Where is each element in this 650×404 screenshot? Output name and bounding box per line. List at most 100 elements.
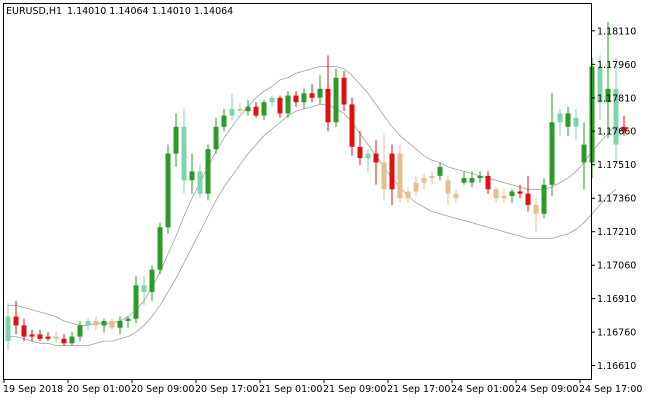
candle-body — [213, 126, 219, 150]
candle — [365, 149, 371, 172]
candle-body — [605, 88, 611, 103]
envelope-upper-line — [8, 66, 617, 326]
x-tick-label: 21 Sep 17:00 — [387, 384, 450, 395]
candle-body — [549, 122, 555, 185]
candle — [261, 100, 267, 121]
candle-body — [317, 88, 323, 98]
candle-body — [165, 153, 171, 228]
candle-body — [277, 97, 283, 114]
candle — [53, 332, 59, 344]
x-tick-label: 24 Sep 09:00 — [515, 384, 578, 395]
candle — [581, 122, 587, 190]
candle — [245, 100, 251, 116]
candle — [141, 276, 147, 306]
candle-body — [429, 175, 435, 179]
header-symbol: EURUSD,H1 — [6, 6, 62, 17]
candle — [5, 303, 11, 350]
candle-body — [117, 321, 123, 328]
candle — [429, 171, 435, 185]
candle-body — [381, 162, 387, 190]
candle-body — [469, 178, 475, 183]
candle — [405, 187, 411, 203]
candle-body — [597, 66, 603, 103]
candle — [301, 88, 307, 109]
x-tick-label: 24 Sep 17:00 — [579, 384, 642, 395]
candle — [77, 321, 83, 342]
header-ohlc: 1.14010 1.14064 1.14010 1.14064 — [67, 6, 233, 17]
candle — [69, 332, 75, 346]
candle-body — [141, 285, 147, 292]
candle-body — [461, 178, 467, 183]
candle — [309, 84, 315, 103]
candle-body — [557, 113, 563, 123]
candle-body — [109, 321, 115, 328]
candle — [501, 189, 507, 203]
candle — [173, 113, 179, 167]
candle — [205, 144, 211, 201]
candle-body — [45, 336, 51, 339]
candle-body — [349, 104, 355, 147]
candle — [605, 21, 611, 138]
candle-body — [61, 338, 67, 344]
candle-body — [125, 318, 131, 321]
y-tick-label: 1.17210 — [597, 227, 636, 238]
candle-body — [565, 113, 571, 127]
candle-body — [77, 325, 83, 337]
candle — [317, 75, 323, 105]
candle-body — [53, 336, 59, 339]
y-tick-label: 1.17810 — [597, 93, 636, 104]
candle-body — [501, 196, 507, 199]
candle-body — [405, 191, 411, 199]
candle-body — [229, 108, 235, 116]
candle — [445, 175, 451, 205]
candle-body — [389, 153, 395, 190]
candle — [197, 164, 203, 199]
candle-body — [245, 106, 251, 112]
candle-body — [157, 227, 163, 270]
candle-body — [237, 108, 243, 112]
candle-body — [133, 285, 139, 319]
candle — [293, 91, 299, 107]
candle-body — [373, 153, 379, 163]
x-tick-label: 21 Sep 09:00 — [323, 384, 386, 395]
candle-body — [197, 171, 203, 194]
candle — [557, 108, 563, 136]
candle — [461, 171, 467, 185]
envelope-lower-line — [8, 104, 617, 346]
candle-body — [493, 189, 499, 199]
candle-body — [85, 321, 91, 326]
candle — [181, 108, 187, 194]
y-tick-label: 1.16910 — [597, 294, 636, 305]
candle — [37, 329, 43, 342]
candle — [157, 222, 163, 275]
x-tick-label: 20 Sep 09:00 — [131, 384, 194, 395]
candle — [85, 318, 91, 330]
candle — [61, 334, 67, 346]
candle — [541, 178, 547, 219]
candle-body — [285, 95, 291, 114]
candle-body — [333, 77, 339, 123]
candle — [13, 300, 19, 335]
candle-body — [437, 166, 443, 176]
candle-body — [365, 153, 371, 159]
candle-body — [445, 180, 451, 194]
envelope-lines — [8, 66, 617, 346]
candle-body — [573, 117, 579, 127]
candle-body — [5, 316, 11, 342]
candle — [189, 153, 195, 194]
candle-body — [173, 126, 179, 154]
y-tick-label: 1.17510 — [597, 160, 636, 171]
candle — [221, 108, 227, 132]
y-tick-label: 1.17960 — [597, 60, 636, 71]
candle — [285, 91, 291, 118]
candle — [413, 175, 419, 196]
candle-body — [533, 204, 539, 214]
x-axis: 19 Sep 2018 20 Sep 01:00 20 Sep 09:00 20 Se… — [3, 379, 642, 395]
candle — [525, 175, 531, 212]
candle-body — [21, 325, 27, 337]
candle — [533, 198, 539, 232]
candle-body — [581, 144, 587, 163]
x-tick-label: 21 Sep 01:00 — [259, 384, 322, 395]
candle-body — [477, 175, 483, 179]
